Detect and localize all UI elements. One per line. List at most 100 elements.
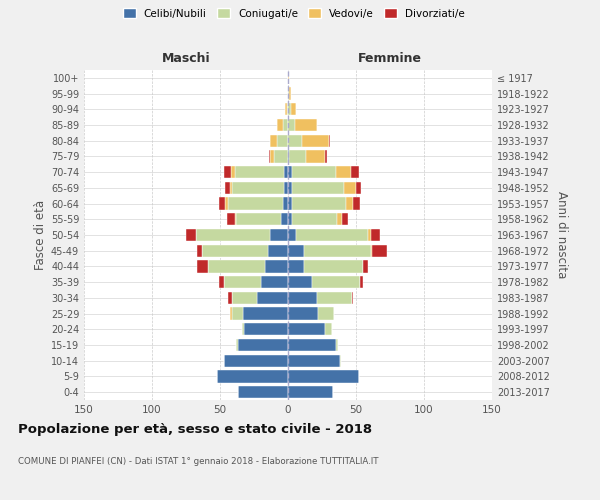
Bar <box>268 244 288 257</box>
Bar <box>288 370 359 382</box>
Bar <box>271 229 288 241</box>
Bar <box>318 308 334 320</box>
Bar <box>373 244 387 257</box>
Bar <box>277 119 283 131</box>
Bar <box>344 182 356 194</box>
Bar <box>271 134 277 147</box>
Bar <box>288 260 304 272</box>
Bar <box>302 134 329 147</box>
Bar <box>317 292 352 304</box>
Bar <box>238 339 288 351</box>
Bar <box>288 354 340 367</box>
Bar <box>337 213 343 226</box>
Bar <box>287 103 288 116</box>
Bar <box>224 166 231 178</box>
Bar <box>288 323 325 336</box>
Bar <box>257 292 288 304</box>
Bar <box>335 339 338 351</box>
Bar <box>197 244 202 257</box>
Bar <box>371 229 380 241</box>
Text: Popolazione per età, sesso e stato civile - 2018: Popolazione per età, sesso e stato civil… <box>18 422 372 436</box>
Bar <box>230 182 232 194</box>
Bar <box>281 213 288 226</box>
Bar <box>304 244 371 257</box>
Bar <box>288 88 289 100</box>
Bar <box>238 386 288 398</box>
Bar <box>363 260 368 272</box>
Bar <box>288 244 304 257</box>
Y-axis label: Anni di nascita: Anni di nascita <box>555 192 568 278</box>
Bar <box>226 198 228 209</box>
Bar <box>289 88 291 100</box>
Bar <box>288 386 333 398</box>
Legend: Celibi/Nubili, Coniugati/e, Vedovi/e, Divorziati/e: Celibi/Nubili, Coniugati/e, Vedovi/e, Di… <box>120 5 468 21</box>
Bar <box>269 150 271 162</box>
Bar <box>371 244 373 257</box>
Bar <box>283 119 288 131</box>
Bar <box>186 229 196 241</box>
Bar <box>217 370 288 382</box>
Bar <box>288 198 292 209</box>
Bar <box>288 72 289 84</box>
Text: Femmine: Femmine <box>358 52 422 66</box>
Bar <box>353 198 360 209</box>
Bar <box>343 213 348 226</box>
Bar <box>291 103 296 116</box>
Bar <box>202 244 268 257</box>
Bar <box>305 150 325 162</box>
Bar <box>228 198 283 209</box>
Bar <box>284 166 288 178</box>
Bar <box>244 323 288 336</box>
Bar <box>325 150 328 162</box>
Bar <box>288 213 292 226</box>
Bar <box>284 182 288 194</box>
Bar <box>350 166 359 178</box>
Bar <box>288 119 295 131</box>
Bar <box>288 308 318 320</box>
Bar <box>242 323 244 336</box>
Bar <box>224 354 288 367</box>
Bar <box>197 260 208 272</box>
Bar <box>265 260 288 272</box>
Bar <box>232 182 284 194</box>
Bar <box>352 292 353 304</box>
Bar <box>224 276 261 288</box>
Bar <box>274 150 288 162</box>
Bar <box>288 103 291 116</box>
Bar <box>292 182 344 194</box>
Bar <box>340 354 341 367</box>
Bar <box>230 308 232 320</box>
Bar <box>232 308 243 320</box>
Bar <box>285 103 287 116</box>
Bar <box>335 166 350 178</box>
Bar <box>231 166 235 178</box>
Bar <box>288 182 292 194</box>
Bar <box>288 292 317 304</box>
Bar <box>346 198 353 209</box>
Bar <box>196 229 271 241</box>
Bar <box>208 260 265 272</box>
Bar <box>289 150 305 162</box>
Bar <box>292 213 337 226</box>
Bar <box>232 292 257 304</box>
Bar <box>329 134 330 147</box>
Bar <box>368 229 371 241</box>
Bar <box>288 276 313 288</box>
Bar <box>295 119 317 131</box>
Bar <box>271 150 274 162</box>
Text: COMUNE DI PIANFEI (CN) - Dati ISTAT 1° gennaio 2018 - Elaborazione TUTTITALIA.IT: COMUNE DI PIANFEI (CN) - Dati ISTAT 1° g… <box>18 458 379 466</box>
Bar <box>218 198 226 209</box>
Bar <box>261 276 288 288</box>
Bar <box>288 229 296 241</box>
Bar <box>313 276 360 288</box>
Bar <box>356 182 361 194</box>
Bar <box>288 134 302 147</box>
Bar <box>243 308 288 320</box>
Bar <box>360 276 363 288</box>
Bar <box>236 213 281 226</box>
Bar <box>277 134 288 147</box>
Bar <box>228 292 232 304</box>
Bar <box>288 166 292 178</box>
Bar <box>283 198 288 209</box>
Bar <box>226 182 230 194</box>
